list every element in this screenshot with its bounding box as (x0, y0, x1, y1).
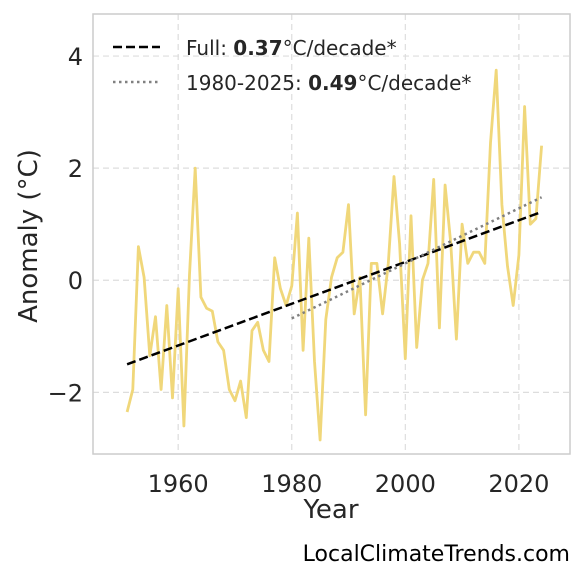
legend-entry-1980-2025: 1980-2025: 0.49°C/decade* (186, 71, 471, 95)
legend: Full: 0.37°C/decade* 1980-2025: 0.49°C/d… (113, 36, 471, 95)
x-tick-labels: 1960 1980 2000 2020 (148, 470, 550, 498)
1980-2025-trend-line (291, 196, 543, 320)
x-tick-label: 1980 (261, 470, 322, 498)
legend-full-prefix: Full: (186, 36, 233, 60)
y-tick-labels: −2 0 2 4 (48, 43, 83, 407)
x-tick-label: 1960 (148, 470, 209, 498)
y-tick-label: 4 (68, 43, 83, 71)
legend-1980-2025-suffix: °C/decade* (357, 71, 471, 95)
x-tick-label: 2000 (375, 470, 436, 498)
legend-1980-2025-prefix: 1980-2025: (186, 71, 308, 95)
anomaly-series-line (125, 68, 543, 442)
legend-1980-2025-value: 0.49 (308, 71, 357, 95)
y-tick-label: −2 (48, 379, 83, 407)
full-trend-line (126, 210, 543, 366)
plot-frame (92, 13, 571, 455)
credit-text: LocalClimateTrends.com (303, 542, 570, 567)
y-axis-label: Anomaly (°C) (14, 149, 44, 323)
legend-entry-full: Full: 0.37°C/decade* (186, 36, 397, 60)
x-tick-label: 2020 (488, 470, 549, 498)
y-tick-label: 0 (68, 267, 83, 295)
series-layer (125, 68, 543, 442)
x-axis-label: Year (302, 495, 358, 525)
y-tick-label: 2 (68, 155, 83, 183)
legend-full-value: 0.37 (233, 36, 282, 60)
legend-full-suffix: °C/decade* (283, 36, 397, 60)
